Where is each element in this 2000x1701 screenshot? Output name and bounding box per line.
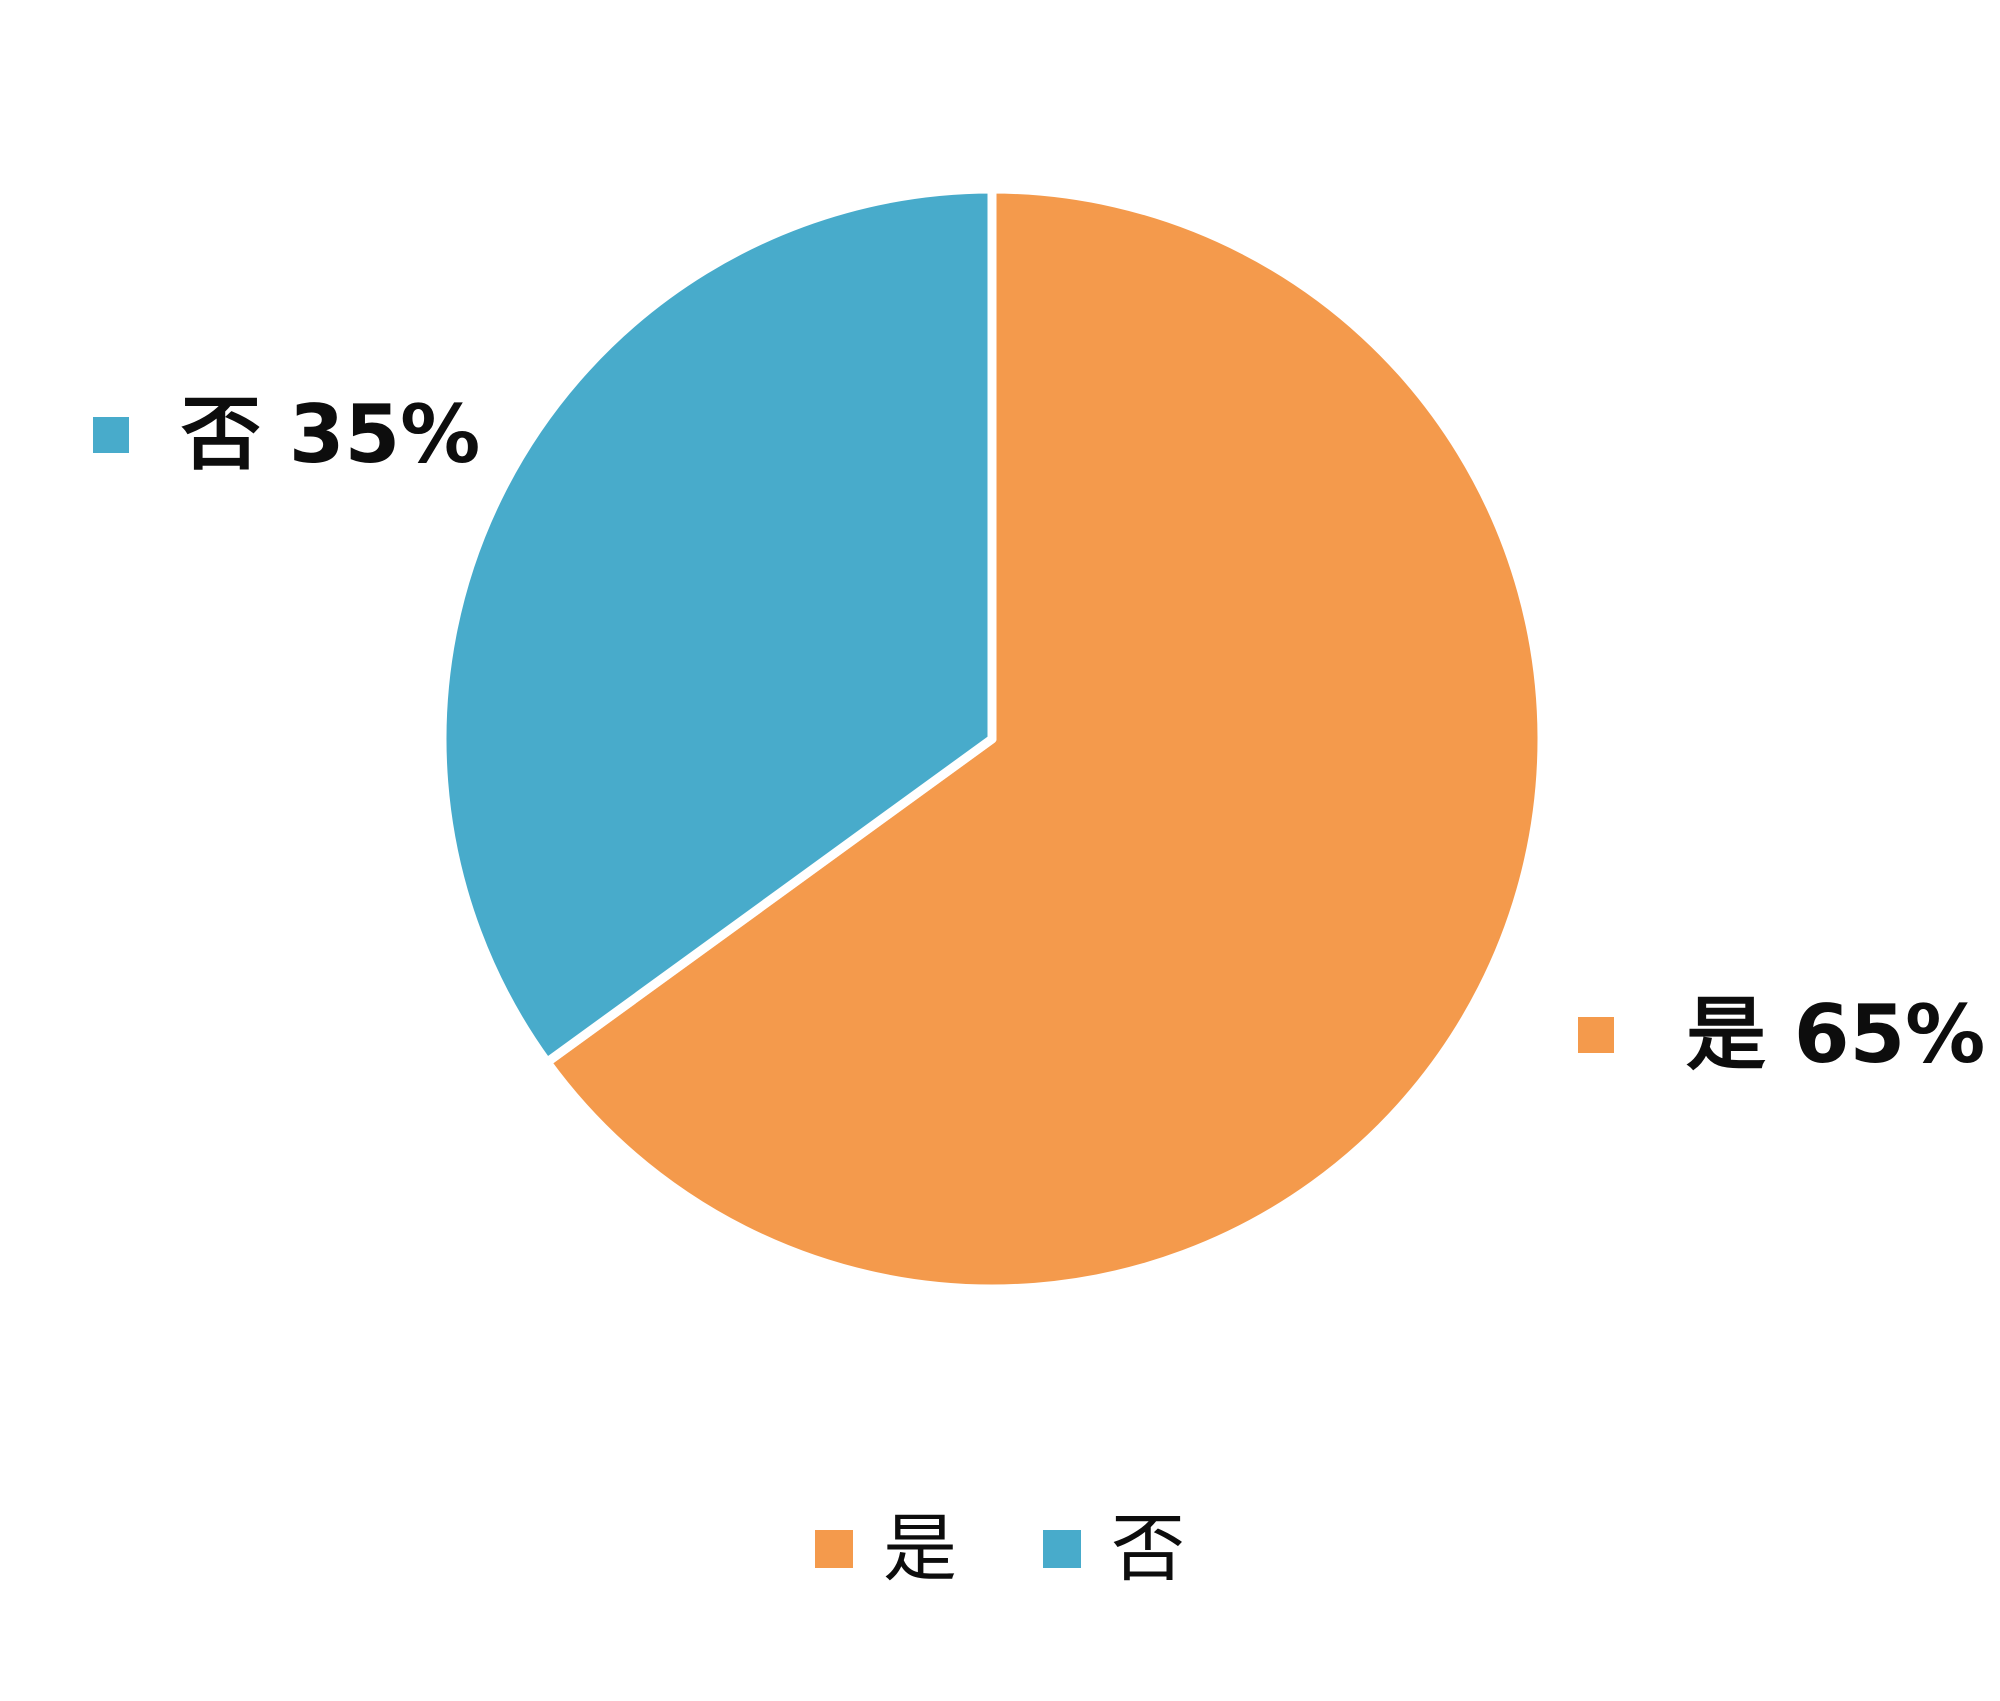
legend-item-no[interactable]: 否 xyxy=(1043,1512,1185,1586)
legend-swatch-no-icon xyxy=(1043,1530,1081,1568)
legend-item-yes[interactable]: 是 xyxy=(815,1512,957,1586)
pie-slice-no[interactable] xyxy=(437,184,997,1067)
data-label-no-swatch-icon xyxy=(93,417,129,453)
legend-label-yes: 是 xyxy=(883,1506,957,1592)
data-label-no-text: 否 35% xyxy=(181,388,481,481)
data-label-yes: 是 65% xyxy=(1578,995,1985,1075)
pie-slices xyxy=(437,184,1547,1294)
legend-label-no: 否 xyxy=(1111,1506,1185,1592)
data-label-yes-text: 是 65% xyxy=(1686,988,1986,1081)
pie-slice-yes[interactable] xyxy=(542,184,1547,1294)
chart-legend: 是 否 xyxy=(0,1512,2000,1586)
legend-swatch-yes-icon xyxy=(815,1530,853,1568)
data-label-yes-swatch-icon xyxy=(1578,1017,1614,1053)
data-label-no: 否 35% xyxy=(93,395,480,475)
